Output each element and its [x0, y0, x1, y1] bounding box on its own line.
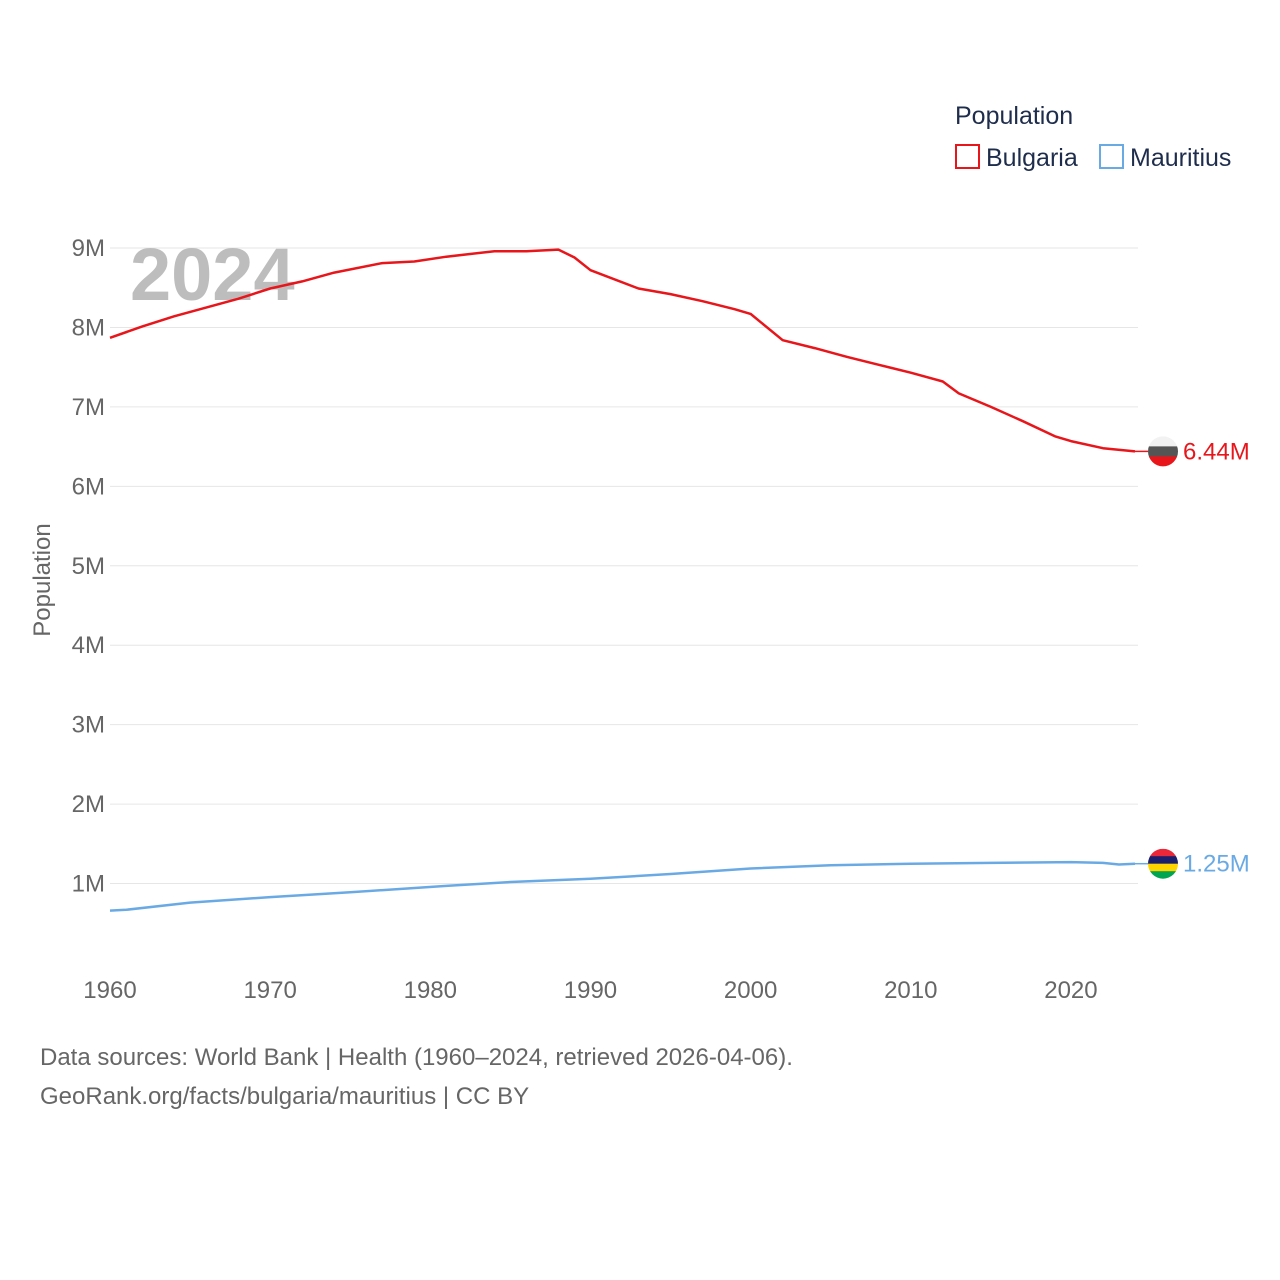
- legend-label-bulgaria: Bulgaria: [986, 144, 1078, 172]
- y-tick-label: 8M: [72, 314, 105, 341]
- y-tick-label: 2M: [72, 791, 105, 818]
- y-tick-label: 6M: [72, 473, 105, 500]
- legend-swatch-mauritius: [1099, 144, 1124, 169]
- x-tick-label: 2020: [1044, 977, 1097, 1004]
- year-watermark: 2024: [130, 233, 295, 316]
- series-line-mauritius: [109, 860, 1136, 912]
- x-tick-label: 2010: [884, 977, 937, 1004]
- series-line-bulgaria: [109, 248, 1136, 453]
- y-tick-label: 9M: [72, 235, 105, 262]
- x-tick-label: 1970: [243, 977, 296, 1004]
- y-axis-ticks: 1M 2M 3M 4M 5M 6M 7M 8M 9M: [72, 235, 105, 898]
- y-tick-label: 4M: [72, 632, 105, 659]
- end-value-label-bulgaria: 6.44M: [1183, 438, 1250, 465]
- end-value-label-mauritius: 1.25M: [1183, 851, 1250, 878]
- grid-lines: [110, 247, 1138, 885]
- x-tick-label: 1990: [564, 977, 617, 1004]
- x-tick-label: 2000: [724, 977, 777, 1004]
- x-tick-label: 1980: [404, 977, 457, 1004]
- y-tick-label: 7M: [72, 394, 105, 421]
- flag-marker-mauritius: [1148, 848, 1178, 879]
- legend-title: Population: [955, 102, 1073, 130]
- legend-item-bulgaria[interactable]: Bulgaria: [955, 144, 1078, 172]
- legend-swatch-bulgaria: [955, 144, 980, 169]
- x-axis-ticks: 1960 1970 1980 1990 2000 2010 2020: [83, 977, 1097, 1004]
- y-tick-label: 5M: [72, 553, 105, 580]
- x-tick-label: 1960: [83, 977, 136, 1004]
- legend-label-mauritius: Mauritius: [1130, 144, 1231, 172]
- end-markers: 6.44M 1.25M: [1135, 436, 1250, 879]
- line-chart: 2024 1M 2M 3M 4M 5M 6M 7M 8M 9M 1960 1970 1980 1990…: [29, 102, 1250, 1004]
- series-lines: [109, 248, 1136, 912]
- attribution-link[interactable]: GeoRank.org/facts/bulgaria/mauritius | C…: [40, 1083, 530, 1110]
- y-axis-title: Population: [29, 523, 56, 636]
- legend: Population Bulgaria Mauritius: [955, 102, 1231, 172]
- y-tick-label: 1M: [72, 871, 105, 898]
- flag-marker-bulgaria: [1148, 436, 1178, 467]
- y-tick-label: 3M: [72, 712, 105, 739]
- data-sources-note: Data sources: World Bank | Health (1960–…: [40, 1044, 793, 1071]
- legend-item-mauritius[interactable]: Mauritius: [1099, 144, 1231, 172]
